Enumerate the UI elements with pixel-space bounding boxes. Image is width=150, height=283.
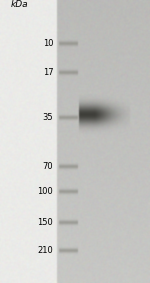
Text: 210: 210	[38, 246, 53, 255]
Text: 150: 150	[38, 218, 53, 227]
Text: 17: 17	[43, 68, 53, 77]
Text: 70: 70	[43, 162, 53, 171]
Text: 35: 35	[43, 113, 53, 122]
Text: 10: 10	[43, 39, 53, 48]
Text: kDa: kDa	[11, 0, 28, 9]
Text: 100: 100	[38, 186, 53, 196]
